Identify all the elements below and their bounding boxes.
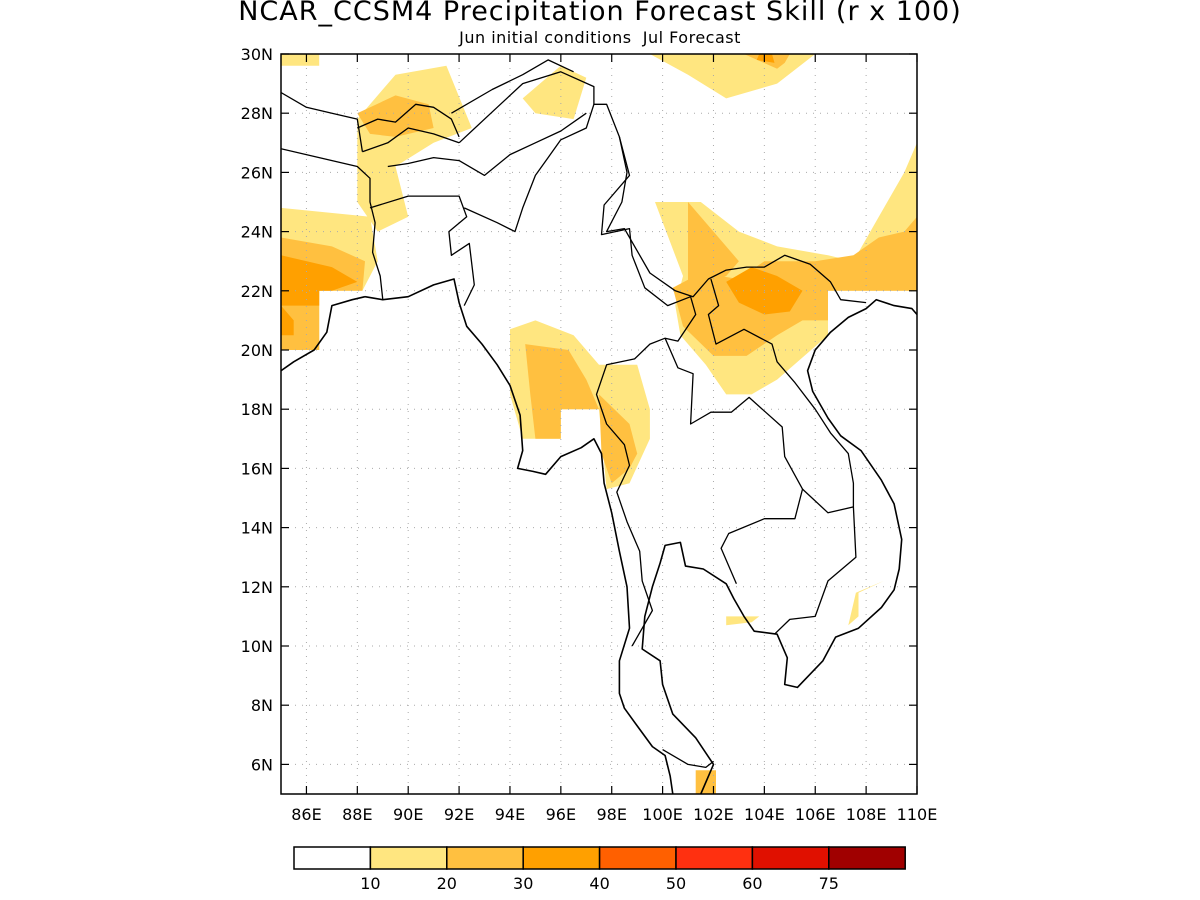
skill-region-7	[726, 616, 760, 626]
skill-region-0	[281, 54, 320, 66]
lon-label: 102E	[693, 805, 734, 824]
border-segment	[357, 103, 460, 138]
coastline-segment	[281, 295, 366, 372]
skill-region-20	[756, 54, 775, 63]
border-segment	[774, 488, 857, 635]
colorbar-swatch	[598, 846, 677, 870]
latitude-labels: 6N 8N 10N 12N 14N 16N 18N 20N 22N 24N 26N 28N 30N	[241, 45, 917, 774]
border-segment	[605, 136, 867, 304]
skill-region-17	[281, 255, 358, 306]
lat-label: 20N	[241, 341, 273, 360]
lat-label: 26N	[241, 163, 273, 182]
border-segment	[458, 71, 595, 144]
skill-region-3	[649, 54, 816, 99]
lon-label: 92E	[444, 805, 474, 824]
colorbar-label: 40	[589, 874, 609, 893]
graticule	[281, 54, 917, 794]
lat-label: 14N	[241, 519, 273, 538]
border-segment	[451, 59, 574, 114]
lon-label: 96E	[546, 805, 576, 824]
lon-label: 88E	[342, 805, 372, 824]
lat-label: 30N	[241, 45, 273, 64]
colorbar-label: 30	[513, 874, 533, 893]
lat-label: 24N	[241, 223, 273, 242]
colorbar-label: 50	[666, 874, 686, 893]
border-segment	[369, 195, 475, 306]
lon-label: 90E	[393, 805, 423, 824]
lon-label: 108E	[846, 805, 887, 824]
lat-label: 16N	[241, 459, 273, 478]
colorbar-label: 75	[819, 874, 839, 893]
longitude-labels: 86E 88E 90E 92E 94E 96E 98E 100E 102E 104E 106E 108…	[291, 54, 937, 824]
lon-label: 110E	[897, 805, 938, 824]
map-frame	[280, 53, 918, 795]
colorbar-swatch	[369, 846, 448, 870]
colorbar-label: 10	[360, 874, 380, 893]
skill-region-14	[672, 216, 917, 356]
skill-shading	[281, 54, 917, 794]
colorbar-swatch	[828, 846, 906, 870]
colorbar-swatch	[751, 846, 830, 870]
lat-label: 8N	[251, 696, 273, 715]
border-segment	[362, 127, 460, 153]
lat-label: 18N	[241, 400, 273, 419]
lon-label: 100E	[642, 805, 683, 824]
lon-label: 86E	[291, 805, 321, 824]
colorbar-swatch	[675, 846, 754, 870]
lon-label: 106E	[795, 805, 836, 824]
skill-region-8	[848, 580, 884, 626]
colorbar-swatch	[522, 846, 601, 870]
lon-label: 98E	[596, 805, 626, 824]
lat-label: 12N	[241, 578, 273, 597]
map-subtitle: Jun initial conditions Jul Forecast	[459, 28, 741, 47]
lon-label: 94E	[495, 805, 525, 824]
lat-label: 22N	[241, 282, 273, 301]
colorbar-label: 60	[742, 874, 762, 893]
skill-region-18	[281, 305, 294, 336]
border-segment	[707, 278, 855, 507]
lat-label: 28N	[241, 104, 273, 123]
lat-label: 6N	[251, 755, 273, 774]
border-segment	[281, 148, 384, 300]
skill-region-2	[522, 65, 587, 120]
coastline-segment	[364, 278, 674, 794]
border-segment	[664, 337, 804, 585]
lat-label: 10N	[241, 637, 273, 656]
colorbar-label: 20	[437, 874, 457, 893]
coastlines	[281, 278, 917, 794]
colorbar: 10 20 30 40 50 60 75	[293, 846, 906, 893]
border-segment	[281, 91, 364, 152]
colorbar-swatch	[446, 846, 524, 870]
border-segment	[463, 103, 697, 647]
skill-region-13	[688, 202, 739, 291]
skill-region-11	[525, 344, 599, 439]
coastline-segment	[641, 298, 917, 794]
colorbar-swatch	[293, 846, 372, 870]
map-title: NCAR_CCSM4 Precipitation Forecast Skill …	[238, 0, 962, 27]
skill-region-12	[599, 394, 638, 484]
country-borders	[281, 59, 867, 769]
border-segment	[387, 112, 587, 177]
border-segment	[662, 749, 714, 769]
lon-label: 104E	[744, 805, 785, 824]
